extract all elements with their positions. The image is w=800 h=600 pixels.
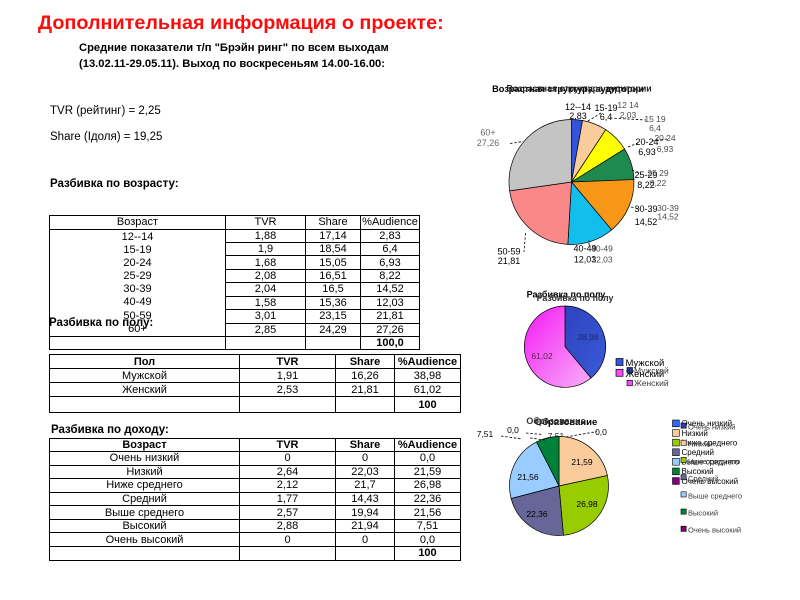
svg-text:Очень низкий: Очень низкий xyxy=(688,423,735,432)
svg-text:Очень высокий: Очень высокий xyxy=(688,526,741,535)
svg-text:15 19: 15 19 xyxy=(644,114,666,124)
svg-text:6,4: 6,4 xyxy=(649,123,661,133)
svg-text:Высокий: Высокий xyxy=(682,467,714,476)
svg-text:14,52: 14,52 xyxy=(657,212,679,222)
svg-text:22,36: 22,36 xyxy=(526,509,548,519)
svg-text:2,03: 2,03 xyxy=(620,110,637,120)
svg-text:7,51: 7,51 xyxy=(477,429,494,439)
svg-text:Женский: Женский xyxy=(634,378,669,388)
svg-text:0,0: 0,0 xyxy=(595,427,607,437)
svg-text:2,83: 2,83 xyxy=(569,111,587,121)
svg-text:Средний: Средний xyxy=(688,474,719,483)
svg-text:15-19: 15-19 xyxy=(594,103,617,113)
svg-text:Ниже среднего: Ниже среднего xyxy=(682,438,738,447)
svg-text:26,98: 26,98 xyxy=(576,499,598,509)
svg-text:61,02: 61,02 xyxy=(531,351,553,361)
svg-text:8,22: 8,22 xyxy=(650,178,667,188)
svg-text:Возрастная структура аудитории: Возрастная структура аудитории xyxy=(506,84,651,94)
svg-text:25-29: 25-29 xyxy=(634,170,657,180)
svg-text:40-49: 40-49 xyxy=(591,244,613,254)
svg-text:7,51: 7,51 xyxy=(548,431,565,441)
svg-text:Средний: Средний xyxy=(682,448,715,457)
svg-text:60+: 60+ xyxy=(480,128,495,138)
svg-text:21,59: 21,59 xyxy=(571,457,593,467)
svg-text:6,4: 6,4 xyxy=(600,112,613,122)
svg-text:6,93: 6,93 xyxy=(638,147,656,157)
svg-text:20-24: 20-24 xyxy=(635,137,658,147)
svg-text:Образование: Образование xyxy=(526,416,585,426)
svg-text:30-39: 30-39 xyxy=(657,203,679,213)
svg-text:27,26: 27,26 xyxy=(477,138,500,148)
svg-text:Очень низкий: Очень низкий xyxy=(682,419,733,428)
svg-text:Низкий: Низкий xyxy=(688,440,713,449)
svg-text:Ниже среднего: Ниже среднего xyxy=(688,457,740,466)
svg-text:14,52: 14,52 xyxy=(635,217,658,227)
svg-text:20 24: 20 24 xyxy=(654,133,676,143)
svg-text:8,22: 8,22 xyxy=(637,180,655,190)
svg-text:6,93: 6,93 xyxy=(657,144,674,154)
svg-text:25 29: 25 29 xyxy=(647,168,669,178)
svg-text:Разбивка по полу: Разбивка по полу xyxy=(527,290,606,300)
svg-text:50-59: 50-59 xyxy=(497,247,520,257)
svg-text:0,0: 0,0 xyxy=(507,425,519,435)
svg-text:Высокий: Высокий xyxy=(688,509,718,518)
svg-text:Женский: Женский xyxy=(626,369,665,380)
svg-text:12,03: 12,03 xyxy=(574,255,597,265)
svg-text:12,03: 12,03 xyxy=(591,255,613,265)
svg-text:Выше среднего: Выше среднего xyxy=(682,458,740,467)
svg-text:Низкий: Низкий xyxy=(682,429,708,438)
svg-text:12 14: 12 14 xyxy=(617,100,639,110)
svg-text:21,56: 21,56 xyxy=(517,472,539,482)
svg-text:Возрастная структура аудитории: Возрастная структура аудитории xyxy=(492,84,644,94)
svg-text:30-39: 30-39 xyxy=(634,204,657,214)
svg-text:Выше среднего: Выше среднего xyxy=(688,491,742,500)
svg-text:40-49: 40-49 xyxy=(573,244,596,254)
svg-text:Разбивка по полу: Разбивка по полу xyxy=(537,293,614,303)
svg-text:12--14: 12--14 xyxy=(565,102,591,112)
svg-text:38,98: 38,98 xyxy=(577,332,599,342)
svg-text:Мужской: Мужской xyxy=(634,365,669,375)
svg-text:21,81: 21,81 xyxy=(498,256,521,266)
svg-text:Мужской: Мужской xyxy=(626,358,665,369)
svg-text:Образование: Образование xyxy=(535,417,598,428)
svg-text:Очень высокий: Очень высокий xyxy=(682,477,739,486)
